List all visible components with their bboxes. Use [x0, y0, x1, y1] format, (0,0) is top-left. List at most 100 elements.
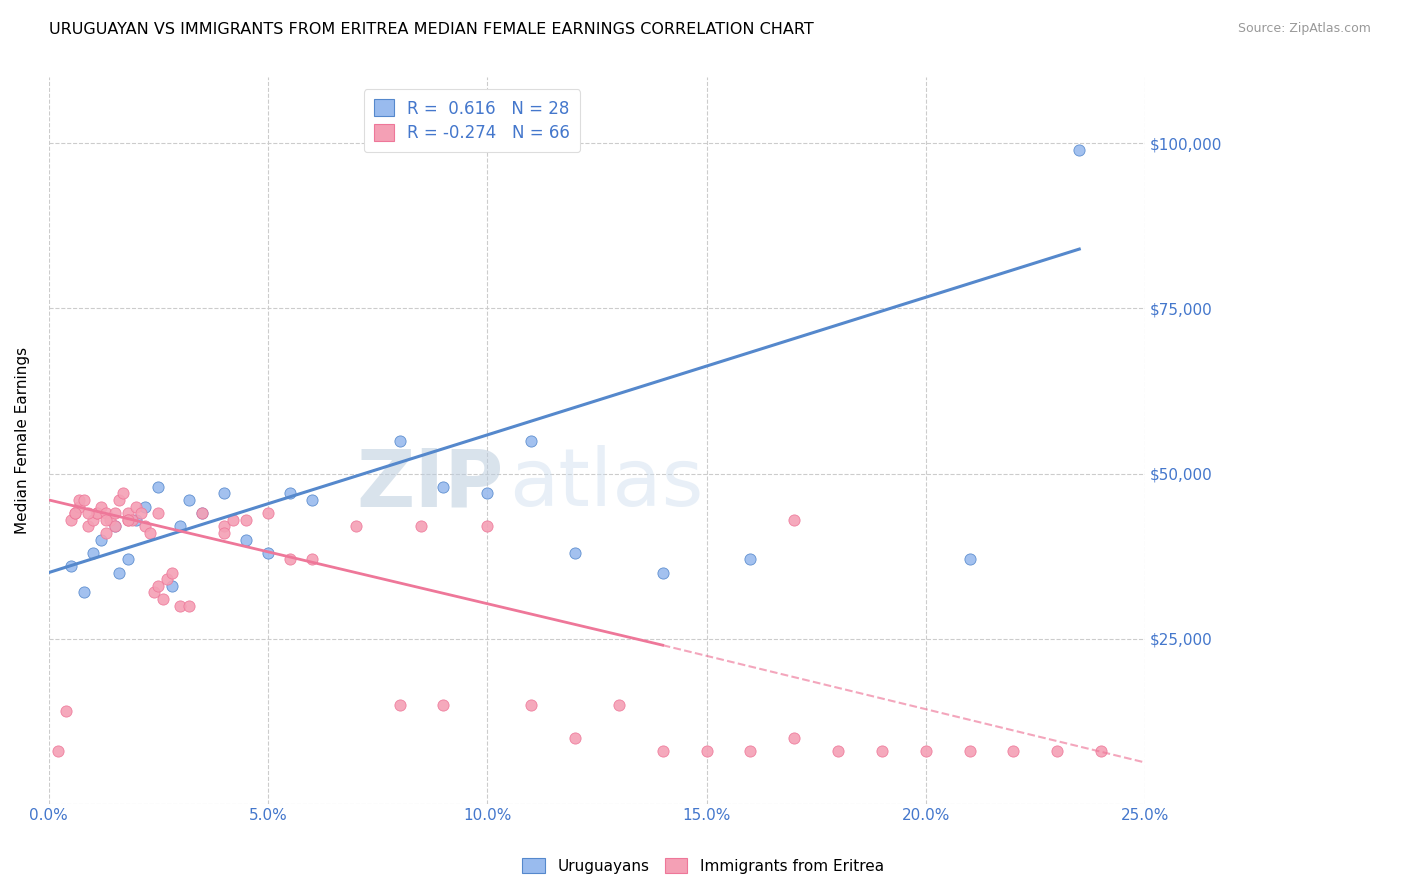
Point: [607, 698, 630, 712]
Point: [86, 506, 108, 520]
Point: [94, 513, 117, 527]
Point: [148, 480, 170, 494]
Point: [301, 492, 323, 507]
Point: [125, 513, 148, 527]
Point: [125, 500, 148, 514]
Point: [46, 744, 69, 758]
Point: [148, 579, 170, 593]
Point: [148, 506, 170, 520]
Point: [344, 519, 367, 533]
Point: [169, 519, 191, 533]
Point: [212, 486, 235, 500]
Point: [129, 506, 152, 520]
Point: [870, 744, 893, 758]
Point: [94, 525, 117, 540]
Point: [222, 513, 245, 527]
Point: [827, 744, 849, 758]
Point: [696, 744, 718, 758]
Point: [138, 525, 160, 540]
Point: [914, 744, 936, 758]
Point: [134, 500, 156, 514]
Point: [90, 533, 112, 547]
Point: [59, 558, 82, 573]
Point: [152, 591, 174, 606]
Point: [77, 519, 100, 533]
Point: [1090, 744, 1112, 758]
Point: [82, 546, 104, 560]
Point: [117, 513, 139, 527]
Point: [59, 513, 82, 527]
Point: [477, 486, 499, 500]
Point: [177, 599, 200, 613]
Point: [77, 506, 100, 520]
Point: [63, 506, 86, 520]
Point: [86, 506, 108, 520]
Point: [301, 552, 323, 566]
Point: [651, 566, 673, 580]
Point: [212, 519, 235, 533]
Point: [177, 492, 200, 507]
Point: [432, 698, 454, 712]
Point: [103, 519, 125, 533]
Point: [117, 552, 139, 566]
Point: [388, 434, 411, 448]
Point: [1002, 744, 1025, 758]
Point: [783, 731, 806, 745]
Point: [63, 506, 86, 520]
Point: [212, 525, 235, 540]
Point: [69, 492, 91, 507]
Point: [73, 492, 96, 507]
Point: [94, 506, 117, 520]
Point: [235, 533, 257, 547]
Point: [783, 513, 806, 527]
Point: [169, 599, 191, 613]
Point: [740, 744, 762, 758]
Point: [69, 500, 91, 514]
Point: [235, 513, 257, 527]
Point: [143, 585, 166, 599]
Text: Source: ZipAtlas.com: Source: ZipAtlas.com: [1237, 22, 1371, 36]
Text: ZIP: ZIP: [357, 445, 503, 523]
Legend: Uruguayans, Immigrants from Eritrea: Uruguayans, Immigrants from Eritrea: [516, 852, 890, 880]
Point: [411, 519, 433, 533]
Point: [520, 434, 543, 448]
Point: [432, 480, 454, 494]
Point: [1069, 143, 1091, 157]
Point: [103, 506, 125, 520]
Point: [191, 506, 214, 520]
Text: URUGUAYAN VS IMMIGRANTS FROM ERITREA MEDIAN FEMALE EARNINGS CORRELATION CHART: URUGUAYAN VS IMMIGRANTS FROM ERITREA MED…: [49, 22, 814, 37]
Text: atlas: atlas: [509, 445, 703, 523]
Point: [564, 731, 586, 745]
Point: [55, 704, 77, 718]
Point: [98, 513, 121, 527]
Point: [740, 552, 762, 566]
Point: [160, 579, 183, 593]
Point: [103, 519, 125, 533]
Point: [112, 486, 135, 500]
Point: [90, 500, 112, 514]
Point: [73, 585, 96, 599]
Point: [959, 744, 981, 758]
Point: [1046, 744, 1069, 758]
Y-axis label: Median Female Earnings: Median Female Earnings: [15, 347, 30, 534]
Point: [156, 572, 179, 586]
Point: [121, 513, 143, 527]
Point: [191, 506, 214, 520]
Point: [564, 546, 586, 560]
Point: [108, 566, 131, 580]
Point: [959, 552, 981, 566]
Point: [117, 506, 139, 520]
Point: [278, 486, 301, 500]
Point: [117, 513, 139, 527]
Point: [257, 546, 280, 560]
Point: [257, 506, 280, 520]
Point: [82, 513, 104, 527]
Point: [477, 519, 499, 533]
Legend: R =  0.616   N = 28, R = -0.274   N = 66: R = 0.616 N = 28, R = -0.274 N = 66: [364, 89, 581, 153]
Point: [134, 519, 156, 533]
Point: [108, 492, 131, 507]
Point: [388, 698, 411, 712]
Point: [278, 552, 301, 566]
Point: [520, 698, 543, 712]
Point: [651, 744, 673, 758]
